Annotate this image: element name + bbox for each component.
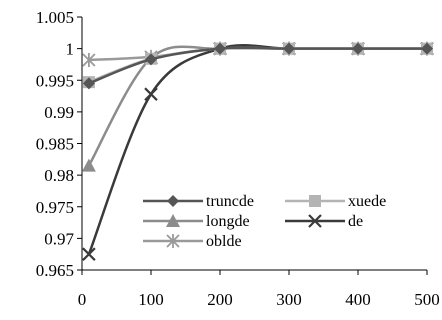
data-point	[352, 42, 364, 55]
y-tick-label: 0.975	[36, 198, 74, 217]
y-axis: 0.965 0.97 0.975 0.98 0.985 0.99 0.995 1 1.005	[36, 8, 83, 280]
data-point	[82, 247, 96, 261]
series-line	[87, 44, 427, 255]
series-longde	[81, 41, 434, 172]
y-tick-label: 0.99	[44, 103, 74, 122]
legend-label: oblde	[206, 233, 242, 250]
legend: truncde xuede longde de oblde	[143, 193, 386, 250]
y-tick-label: 0.98	[44, 166, 74, 185]
x-tick-label: 100	[138, 290, 164, 309]
y-tick-label: 0.97	[44, 229, 74, 248]
data-point	[82, 53, 96, 68]
legend-item-xuede: xuede	[285, 193, 386, 210]
legend-label: truncde	[206, 193, 254, 210]
x-tick-label: 200	[207, 290, 233, 309]
data-point	[145, 53, 157, 66]
data-point	[166, 234, 180, 248]
legend-item-de: de	[285, 213, 363, 230]
data-point	[144, 87, 158, 101]
x-axis: 0 100 200 300 400 500	[78, 269, 440, 309]
data-point	[283, 42, 295, 55]
legend-label: longde	[206, 213, 250, 230]
legend-label: xuede	[348, 193, 386, 210]
series-truncde	[82, 42, 433, 90]
x-tick-label: 300	[276, 290, 302, 309]
x-tick-label: 500	[414, 290, 440, 309]
legend-item-longde: longde	[143, 213, 250, 230]
data-point	[166, 214, 180, 227]
data-point	[421, 42, 433, 55]
legend-label: de	[348, 213, 363, 230]
legend-item-truncde: truncde	[143, 193, 254, 210]
series-de	[82, 41, 434, 261]
y-tick-label: 1.005	[36, 8, 74, 27]
x-tick-label: 400	[345, 290, 371, 309]
data-point	[81, 158, 96, 172]
series-line	[87, 45, 427, 167]
data-point	[308, 214, 322, 228]
series-line	[88, 46, 427, 85]
series-line	[88, 46, 427, 84]
series-layer	[81, 41, 434, 261]
data-point	[214, 42, 226, 55]
y-tick-label: 0.965	[36, 261, 74, 280]
y-tick-label: 1	[66, 40, 75, 59]
data-point	[309, 195, 321, 207]
y-tick-label: 0.985	[36, 135, 74, 154]
y-tick-label: 0.995	[36, 71, 74, 90]
data-point	[167, 195, 179, 207]
legend-item-oblde: oblde	[143, 233, 242, 250]
data-point	[82, 77, 95, 90]
x-tick-label: 0	[78, 290, 87, 309]
